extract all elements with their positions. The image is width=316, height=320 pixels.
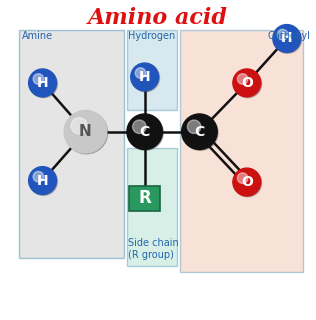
Circle shape: [233, 168, 261, 196]
Text: N: N: [79, 124, 92, 139]
Circle shape: [274, 26, 301, 53]
Text: R: R: [138, 189, 151, 207]
Circle shape: [33, 74, 44, 84]
Circle shape: [132, 64, 160, 92]
Circle shape: [233, 69, 261, 97]
Circle shape: [128, 115, 163, 150]
Circle shape: [29, 70, 58, 98]
Circle shape: [135, 68, 146, 78]
Circle shape: [187, 120, 201, 133]
Circle shape: [237, 173, 248, 183]
Circle shape: [133, 120, 146, 133]
Text: H: H: [139, 70, 150, 84]
Circle shape: [65, 111, 108, 154]
Text: alamy - 2DJ64WW: alamy - 2DJ64WW: [114, 303, 202, 313]
Text: H: H: [37, 173, 48, 188]
Circle shape: [234, 169, 262, 197]
Text: Carboxyl: Carboxyl: [268, 31, 310, 41]
Text: Amine: Amine: [22, 31, 53, 41]
Text: O: O: [241, 175, 253, 189]
Circle shape: [29, 168, 58, 195]
Text: O: O: [241, 76, 253, 90]
Text: Amino acid: Amino acid: [88, 7, 228, 29]
Text: H: H: [37, 76, 48, 90]
Text: H: H: [281, 31, 293, 45]
Circle shape: [29, 69, 57, 97]
Circle shape: [182, 114, 217, 149]
Text: C: C: [194, 125, 204, 139]
Circle shape: [131, 63, 159, 91]
Circle shape: [277, 29, 288, 40]
Circle shape: [33, 172, 44, 182]
Circle shape: [127, 114, 162, 149]
FancyBboxPatch shape: [19, 29, 124, 258]
Text: C: C: [140, 125, 150, 139]
FancyBboxPatch shape: [130, 186, 160, 211]
Circle shape: [273, 25, 301, 52]
Circle shape: [237, 74, 248, 84]
Circle shape: [234, 70, 262, 98]
Circle shape: [29, 167, 57, 195]
Circle shape: [71, 118, 87, 134]
Text: Hydrogen: Hydrogen: [128, 31, 176, 41]
FancyBboxPatch shape: [127, 29, 177, 109]
FancyBboxPatch shape: [127, 148, 177, 266]
FancyBboxPatch shape: [180, 29, 303, 272]
Circle shape: [64, 110, 107, 153]
Circle shape: [183, 115, 218, 150]
Text: Side chain
(R group): Side chain (R group): [128, 238, 179, 260]
